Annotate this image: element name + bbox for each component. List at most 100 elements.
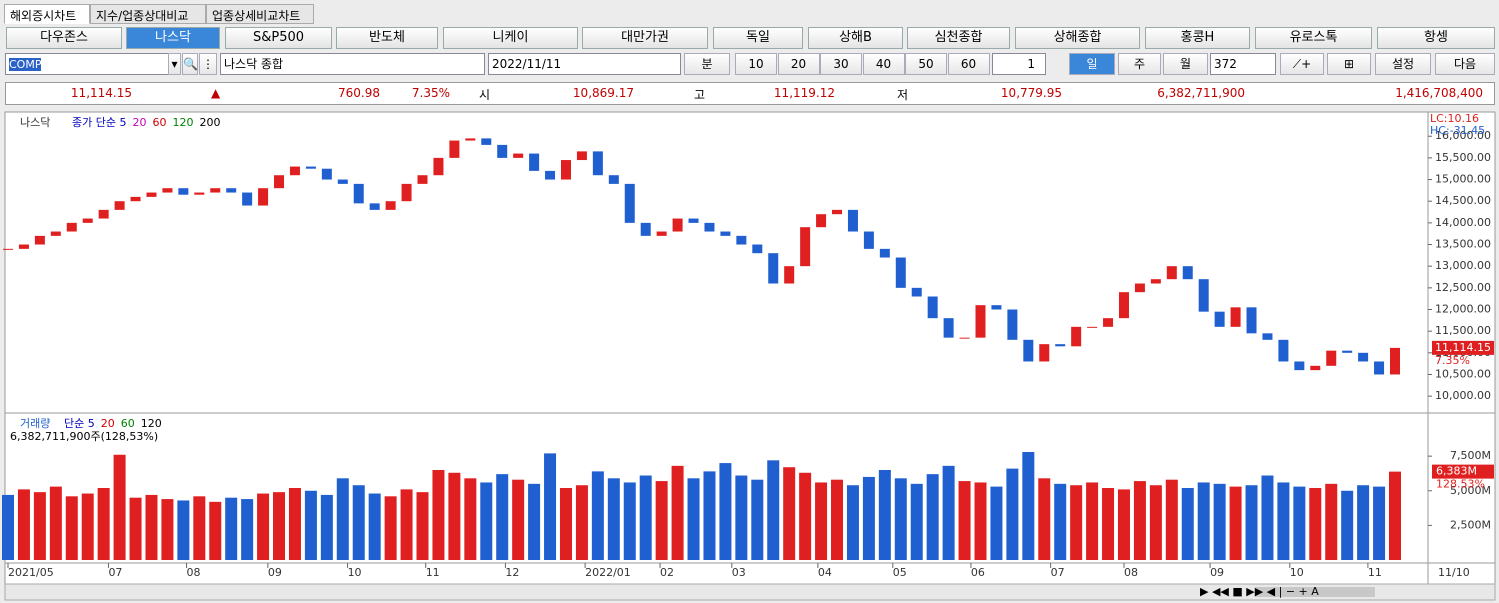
volume-bar bbox=[671, 465, 684, 560]
tab[interactable]: 업종상세비교차트 bbox=[206, 4, 314, 24]
volume-bar bbox=[1213, 483, 1226, 560]
quote-value: 6,382,711,900 bbox=[1157, 86, 1245, 100]
period-button[interactable]: 10 bbox=[735, 53, 777, 75]
next-button[interactable]: 다음 bbox=[1435, 53, 1495, 75]
y-tick-label: 13,500.00 bbox=[1435, 238, 1491, 251]
market-button[interactable]: 홍콩H bbox=[1145, 27, 1250, 49]
volume-bar bbox=[1149, 485, 1162, 560]
x-tick-label: 07 bbox=[1051, 566, 1065, 579]
week-button[interactable]: 주 bbox=[1118, 53, 1161, 75]
volume-bar bbox=[1197, 482, 1210, 560]
period-button[interactable]: 40 bbox=[862, 53, 905, 75]
period-button[interactable]: 50 bbox=[905, 53, 947, 75]
quote-value: 760.98 bbox=[338, 86, 380, 100]
code: COMP bbox=[9, 58, 42, 71]
date-field[interactable]: 2022/11/11 bbox=[488, 53, 681, 75]
day-button[interactable]: 일 bbox=[1069, 53, 1115, 75]
volume-bar bbox=[1373, 486, 1386, 560]
period-button[interactable]: 30 bbox=[820, 53, 862, 75]
y-tick-label: 13,000.00 bbox=[1435, 259, 1491, 272]
volume-bar bbox=[1389, 471, 1401, 560]
unit-field[interactable]: 1 bbox=[992, 53, 1046, 75]
market-button[interactable]: 다우존스 bbox=[6, 27, 122, 49]
period-button[interactable]: 20 bbox=[777, 53, 820, 75]
price-tag-box bbox=[1432, 340, 1494, 355]
market-button[interactable]: 상해B bbox=[808, 27, 903, 49]
candle bbox=[353, 183, 364, 204]
candle bbox=[688, 218, 699, 223]
market-button[interactable]: 유로스톡 bbox=[1255, 27, 1372, 49]
candle bbox=[768, 253, 779, 284]
volume-bar bbox=[65, 496, 78, 560]
x-tick-label: 04 bbox=[818, 566, 832, 579]
volume-bar bbox=[639, 475, 652, 560]
volume-summary: 6,382,711,900주(128,53%) bbox=[10, 430, 158, 443]
candle bbox=[1007, 309, 1018, 340]
candle bbox=[1310, 365, 1321, 371]
x-tick-label: 11 bbox=[426, 566, 440, 579]
candle bbox=[1103, 318, 1114, 327]
tool-button[interactable]: ⟋+ bbox=[1280, 53, 1324, 75]
x-tick-label: 11 bbox=[1368, 566, 1382, 579]
market-button[interactable]: 항셍 bbox=[1377, 27, 1495, 49]
scroll-controls[interactable]: ▶ ◀◀ ■ ▶▶ ◀ | − + A bbox=[1200, 585, 1319, 598]
candle bbox=[895, 257, 906, 288]
candle bbox=[800, 227, 811, 267]
y-tick-label: 7,500M bbox=[1450, 449, 1491, 462]
volume-bar bbox=[273, 492, 286, 560]
legend-entry: 120 bbox=[172, 116, 193, 129]
count-field[interactable]: 372 bbox=[1210, 53, 1276, 75]
market-button[interactable]: 독일 bbox=[713, 27, 803, 49]
x-tick-label: 06 bbox=[971, 566, 985, 579]
period-button[interactable]: 60 bbox=[947, 53, 990, 75]
candle bbox=[863, 231, 874, 249]
candle bbox=[720, 231, 731, 236]
minute-button[interactable]: 분 bbox=[684, 53, 730, 75]
candle bbox=[289, 166, 300, 176]
candle bbox=[959, 337, 970, 339]
search[interactable]: 🔍 bbox=[182, 53, 198, 75]
quote-value: 10,869.17 bbox=[572, 86, 634, 100]
x-tick-label: 09 bbox=[1210, 566, 1224, 579]
volume-bar bbox=[958, 481, 971, 560]
quote-value: 10,779.95 bbox=[1000, 86, 1062, 100]
scroll-thumb[interactable] bbox=[1255, 587, 1375, 597]
volume-bar bbox=[304, 490, 317, 560]
market-button[interactable]: 심천종합 bbox=[907, 27, 1010, 49]
volume-bar bbox=[799, 472, 812, 560]
volume-bar bbox=[1165, 479, 1178, 560]
market-button[interactable]: 나스닥 bbox=[126, 27, 220, 49]
candle bbox=[178, 188, 189, 195]
candle bbox=[640, 222, 651, 236]
tool-button[interactable]: ⊞ bbox=[1327, 53, 1371, 75]
market-button[interactable]: 니케이 bbox=[443, 27, 578, 49]
change-tag: 7.35% bbox=[1435, 354, 1470, 367]
candle bbox=[529, 153, 540, 171]
dropdown[interactable]: ▾ bbox=[168, 53, 181, 75]
volume-bar bbox=[591, 471, 604, 560]
volume-bar bbox=[145, 494, 158, 560]
volume-bar bbox=[655, 481, 668, 560]
candle bbox=[1055, 344, 1066, 347]
month-button[interactable]: 월 bbox=[1163, 53, 1208, 75]
tab[interactable]: 해외증시차트 bbox=[4, 4, 90, 24]
volume-bar bbox=[193, 496, 206, 560]
y-tick-label: 14,000.00 bbox=[1435, 216, 1491, 229]
volume-bar bbox=[990, 486, 1003, 560]
y-tick-label: 12,500.00 bbox=[1435, 281, 1491, 294]
market-button[interactable]: 반도체 bbox=[336, 27, 438, 49]
volume-bar bbox=[544, 453, 557, 560]
market-button[interactable]: 상해종합 bbox=[1015, 27, 1140, 49]
candle bbox=[879, 248, 890, 258]
candle bbox=[736, 235, 747, 245]
market-button[interactable]: 대만가권 bbox=[582, 27, 708, 49]
candle bbox=[497, 144, 508, 158]
candle bbox=[1374, 361, 1385, 375]
tab[interactable]: 지수/업종상대비교 bbox=[90, 4, 206, 24]
x-tick-label: 12 bbox=[505, 566, 519, 579]
market-button[interactable]: S&P500 bbox=[225, 27, 332, 49]
option[interactable]: ⋮ bbox=[199, 53, 217, 75]
scrollbar[interactable] bbox=[4, 583, 1496, 601]
settings-button[interactable]: 설정 bbox=[1375, 53, 1431, 75]
candle bbox=[385, 201, 396, 210]
